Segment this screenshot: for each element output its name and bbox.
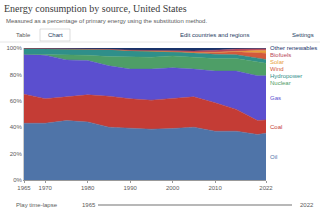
svg-text:1965: 1965: [82, 202, 96, 208]
svg-text:0%: 0%: [13, 177, 22, 183]
svg-text:1980: 1980: [81, 185, 95, 191]
svg-text:Edit countries and regions: Edit countries and regions: [180, 32, 249, 38]
svg-text:60%: 60%: [10, 98, 23, 104]
svg-text:1990: 1990: [123, 185, 137, 191]
svg-text:1965: 1965: [17, 185, 31, 191]
svg-text:Hydropower: Hydropower: [270, 73, 302, 79]
svg-text:Wind: Wind: [270, 66, 284, 72]
svg-text:Biofuels: Biofuels: [270, 52, 291, 58]
svg-text:20%: 20%: [10, 151, 23, 157]
svg-text:Nuclear: Nuclear: [270, 80, 291, 86]
svg-text:80%: 80%: [10, 72, 23, 78]
svg-text:40%: 40%: [10, 124, 23, 130]
svg-text:Play time-lapse: Play time-lapse: [16, 202, 58, 208]
svg-text:2022: 2022: [300, 202, 314, 208]
svg-text:Coal: Coal: [270, 124, 282, 130]
svg-text:Chart: Chart: [48, 32, 63, 38]
svg-text:Gas: Gas: [270, 95, 281, 101]
svg-text:2022: 2022: [259, 185, 273, 191]
svg-text:2010: 2010: [208, 185, 222, 191]
svg-text:Measured as a percentage of pr: Measured as a percentage of primary ener…: [6, 18, 207, 24]
svg-text:Other renewables: Other renewables: [270, 45, 317, 51]
svg-text:Settings: Settings: [292, 32, 314, 38]
svg-text:Energy consumption by source,: Energy consumption by source, United Sta…: [4, 3, 187, 14]
svg-text:Oil: Oil: [270, 154, 277, 160]
svg-text:100%: 100%: [6, 45, 22, 51]
svg-text:Table: Table: [16, 32, 31, 38]
svg-text:2000: 2000: [166, 185, 180, 191]
svg-text:1970: 1970: [39, 185, 53, 191]
svg-text:Solar: Solar: [270, 59, 284, 65]
